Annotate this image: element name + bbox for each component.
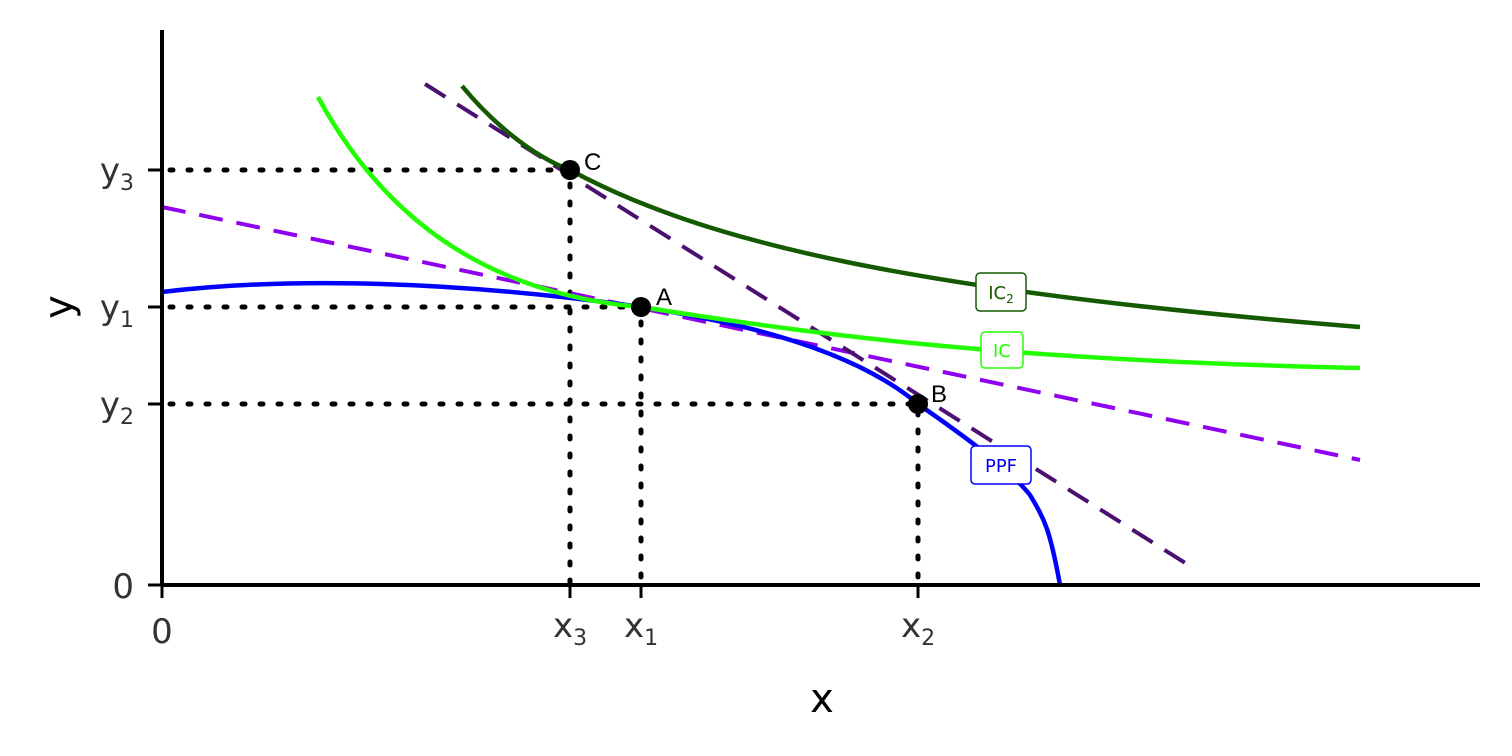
x-tick-label: x2 [901, 606, 935, 651]
x-tick-label: 0 [151, 612, 173, 652]
ppf-curve [161, 280, 1063, 586]
curve-label: IC [993, 341, 1011, 362]
x-axis-title: x [810, 676, 834, 722]
guide-b [167, 401, 921, 588]
point-c [560, 160, 580, 180]
label-box [970, 445, 1032, 485]
curve-label: IC2 [988, 283, 1014, 306]
point-label: C [584, 149, 601, 176]
curve-label: PPF [985, 456, 1017, 477]
y-tick-label: y3 [100, 151, 134, 196]
ic-curve [316, 95, 1361, 371]
point-a [631, 297, 651, 317]
y-tick-label: y2 [100, 385, 134, 430]
label-box [980, 331, 1024, 369]
point-label: B [931, 381, 947, 408]
guide-c [167, 167, 573, 588]
x-tick-label: x1 [624, 606, 658, 651]
point-b [908, 394, 928, 414]
x-tick-label: x3 [553, 606, 587, 651]
label-box [975, 272, 1027, 312]
y-tick-label: y1 [100, 288, 134, 333]
y-axis-title: y [36, 295, 82, 319]
point-label: A [656, 284, 672, 311]
ticks [148, 168, 920, 598]
y-tick-label: 0 [112, 567, 134, 607]
ic2-curve [460, 84, 1361, 330]
